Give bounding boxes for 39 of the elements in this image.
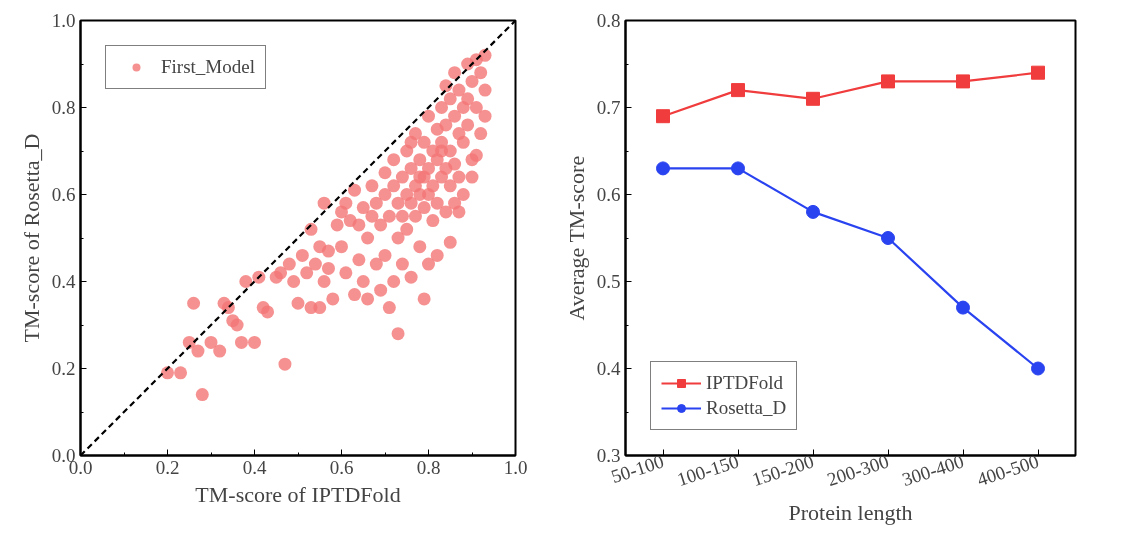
- y-tick-label: 0.6: [596, 184, 621, 205]
- x-tick-label: 0.2: [155, 456, 180, 478]
- x-tick-label: 300-400: [899, 450, 967, 491]
- point: [956, 74, 970, 89]
- point: [806, 204, 820, 219]
- x-axis-title: TM-score of IPTDFold: [195, 481, 401, 507]
- y-tick-label: 0.7: [596, 97, 621, 118]
- y-tick-label: 0.6: [51, 184, 76, 205]
- y-tick-label: 0.8: [596, 10, 621, 31]
- x-tick-label: 400-500: [974, 450, 1042, 491]
- x-tick-label: 0.6: [329, 456, 354, 478]
- point: [956, 300, 970, 315]
- y-tick-label: 0.4: [596, 358, 621, 379]
- legend-label: IPTDFold: [706, 372, 784, 394]
- legend-label: Rosetta_D: [706, 397, 787, 419]
- legend-label: First_Model: [161, 56, 255, 78]
- point: [1031, 361, 1045, 376]
- point: [881, 74, 895, 89]
- x-tick-label: 0.8: [416, 456, 441, 478]
- y-tick-label: 1.0: [51, 10, 76, 31]
- point: [656, 161, 670, 176]
- point: [731, 161, 745, 176]
- y-tick-label: 0.2: [51, 358, 76, 379]
- x-tick-label: 100-150: [674, 450, 742, 491]
- y-tick-label: 0.5: [596, 271, 621, 292]
- x-tick-label: 1.0: [503, 456, 528, 478]
- point: [881, 231, 895, 245]
- x-tick-label: 150-200: [749, 450, 817, 491]
- point: [1031, 65, 1045, 80]
- point: [806, 91, 820, 106]
- y-axis-title: TM-score of Rosetta_D: [18, 133, 44, 343]
- x-tick-label: 200-300: [824, 450, 892, 491]
- x-tick-label: 0.4: [242, 456, 267, 478]
- y-tick-label: 0.4: [51, 271, 76, 292]
- x-axis-title: Protein length: [788, 500, 913, 526]
- y-tick-label: 0.8: [51, 97, 76, 118]
- y-axis-title: Average TM-score: [563, 155, 589, 321]
- point: [656, 109, 670, 124]
- point: [731, 83, 745, 98]
